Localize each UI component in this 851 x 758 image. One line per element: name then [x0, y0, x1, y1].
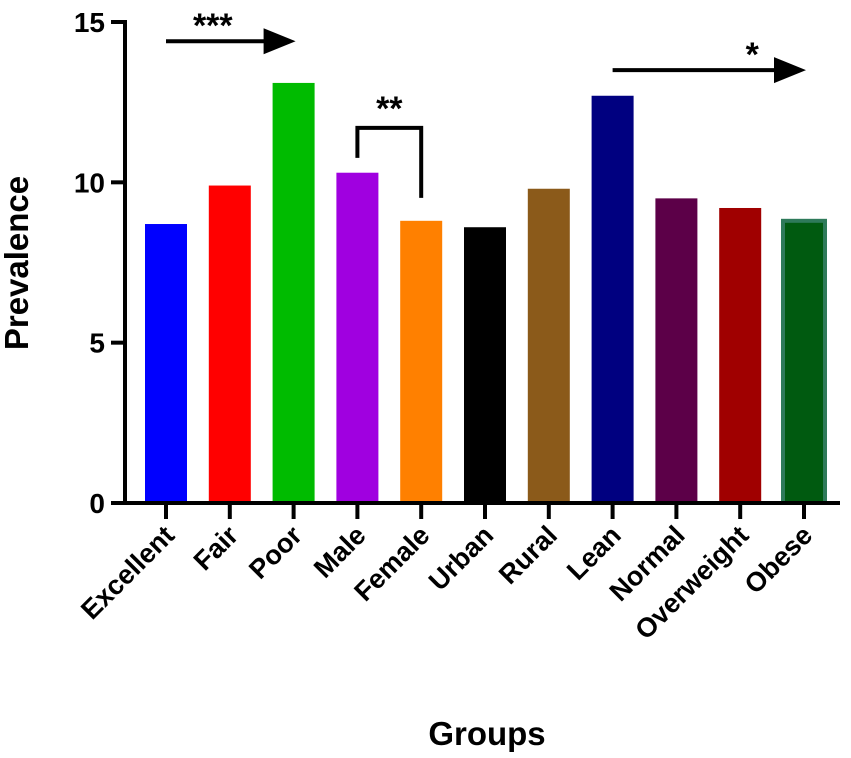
significance-label: * [746, 36, 760, 74]
bar-poor [272, 82, 315, 503]
significance-label: ** [376, 90, 403, 128]
y-tick-label: 5 [89, 328, 105, 359]
bar-lean [591, 95, 634, 504]
trend-arrow-head [263, 28, 296, 55]
comparison-bracket [355, 125, 424, 198]
trend-arrow-head [774, 57, 806, 84]
significance-label: *** [193, 7, 233, 45]
y-tick-label: 15 [74, 7, 105, 38]
axes-group [123, 20, 840, 505]
bar-obese [781, 218, 827, 506]
bar-overweight [719, 207, 762, 503]
bar-normal [655, 198, 698, 503]
bar-urban [464, 227, 506, 503]
y-ticks: 0 5 10 15 [74, 7, 125, 519]
x-tick-label-excellent: Excellent [75, 520, 180, 625]
x-axis-title: Groups [428, 715, 545, 752]
x-tick-label-fair: Fair [188, 520, 245, 577]
y-axis-title: Prevalence [0, 176, 35, 350]
bar-fair [208, 185, 251, 504]
x-tick-label-urban: Urban [423, 520, 499, 596]
bar-male [336, 172, 379, 504]
bar-excellent [145, 224, 187, 503]
bars-group [145, 82, 827, 506]
bar-rural [527, 188, 570, 503]
y-tick-label: 10 [74, 167, 105, 198]
bar-female [400, 220, 443, 503]
x-tick-label-poor: Poor [243, 520, 308, 585]
x-tick-label-obese: Obese [739, 520, 819, 600]
x-tick-label-rural: Rural [493, 520, 563, 590]
x-ticks: Excellent Fair Poor MaleFemaleUrbanRuralLea… [75, 503, 818, 645]
significance-annotations: ****** [166, 7, 806, 198]
y-tick-label: 0 [89, 488, 105, 519]
